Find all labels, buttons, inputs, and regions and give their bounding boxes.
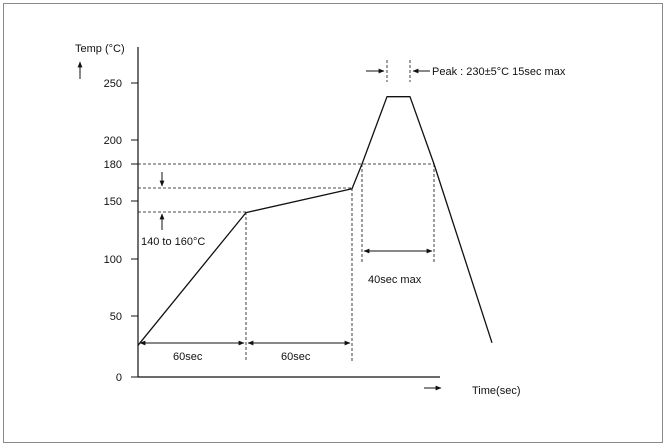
y-axis-label: Temp (°C) <box>75 43 125 55</box>
y-ticks: 0 50 100 150 180 200 250 <box>104 78 138 384</box>
chart-frame <box>3 3 663 443</box>
x-axis-label: Time(sec) <box>472 385 520 397</box>
above-180-label: 40sec max <box>368 274 422 286</box>
y-tick-label: 100 <box>104 254 122 266</box>
y-tick-label: 0 <box>116 372 122 384</box>
temperature-profile-line <box>137 96 493 346</box>
range-label: 140 to 160°C <box>141 236 205 248</box>
preheat-2-label: 60sec <box>281 351 311 363</box>
preheat-1-label: 60sec <box>173 351 203 363</box>
y-tick-label: 50 <box>110 311 122 323</box>
y-tick-label: 180 <box>104 159 122 171</box>
y-tick-label: 250 <box>104 78 122 90</box>
peak-label: Peak : 230±5°C 15sec max <box>432 66 566 78</box>
y-tick-label: 150 <box>104 196 122 208</box>
y-tick-label: 200 <box>104 135 122 147</box>
